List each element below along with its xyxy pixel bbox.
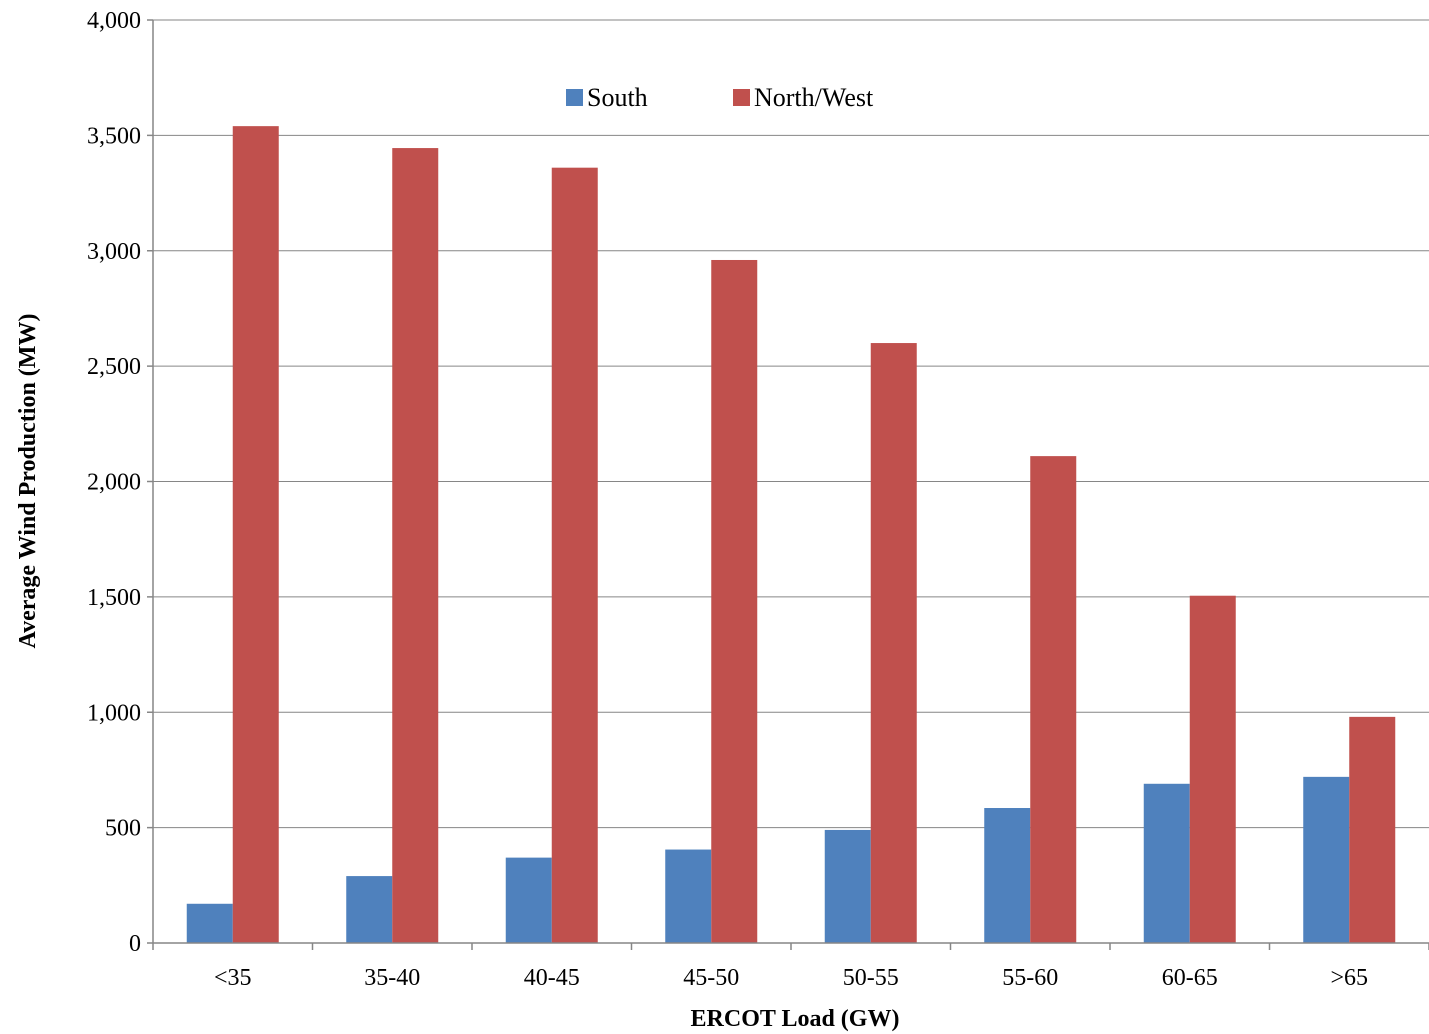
x-tick-label: 35-40 — [364, 965, 420, 991]
x-tick-label: 50-55 — [843, 965, 899, 991]
bar-north-west — [1189, 595, 1236, 943]
bar-south — [186, 903, 233, 943]
bar-north-west — [1030, 456, 1077, 943]
y-tick-label: 1,000 — [87, 700, 141, 726]
x-tick-label: 60-65 — [1162, 965, 1218, 991]
y-tick-label: 500 — [105, 816, 141, 842]
x-axis-title: ERCOT Load (GW) — [691, 1006, 900, 1032]
gridlines — [153, 19, 1429, 829]
y-tick-label: 3,000 — [87, 239, 141, 265]
legend: South North/West — [566, 83, 874, 112]
bar-north-west — [711, 259, 758, 944]
bar-north-west — [392, 148, 439, 943]
bar-south — [824, 829, 871, 943]
x-tick-label: 40-45 — [524, 965, 580, 991]
bar-south — [505, 857, 552, 943]
bar-north-west — [1349, 716, 1396, 943]
x-tick-label: >65 — [1330, 965, 1368, 991]
x-ticks: <35 35-40 40-45 45-50 50-55 55-60 60-65 >65 — [152, 943, 1429, 991]
y-tick-label: 4,000 — [87, 8, 141, 34]
y-tick-label: 2,500 — [87, 354, 141, 380]
bar-south — [665, 849, 712, 943]
legend-swatch-south — [566, 89, 583, 106]
legend-label-north-west: North/West — [754, 83, 874, 112]
y-axis-title: Average Wind Production (MW) — [15, 314, 41, 649]
x-tick-label: <35 — [214, 965, 252, 991]
bar-south — [1143, 783, 1190, 943]
y-tick-label: 1,500 — [87, 585, 141, 611]
bar-north-west — [551, 167, 598, 943]
bar-north-west — [870, 343, 917, 943]
legend-swatch-north-west — [733, 89, 750, 106]
bar-south — [1303, 776, 1350, 943]
x-tick-label: 55-60 — [1002, 965, 1058, 991]
bars — [186, 126, 1396, 944]
y-tick-label: 0 — [129, 931, 141, 957]
legend-label-south: South — [587, 83, 648, 112]
y-tick-label: 2,000 — [87, 470, 141, 496]
x-tick-label: 45-50 — [683, 965, 739, 991]
bar-south — [346, 876, 393, 943]
bar-north-west — [232, 126, 279, 943]
y-ticks: 0 500 1,000 1,500 2,000 2,500 3,000 3,500 4,000 — [87, 8, 153, 957]
y-tick-label: 3,500 — [87, 123, 141, 149]
bar-south — [984, 808, 1031, 943]
